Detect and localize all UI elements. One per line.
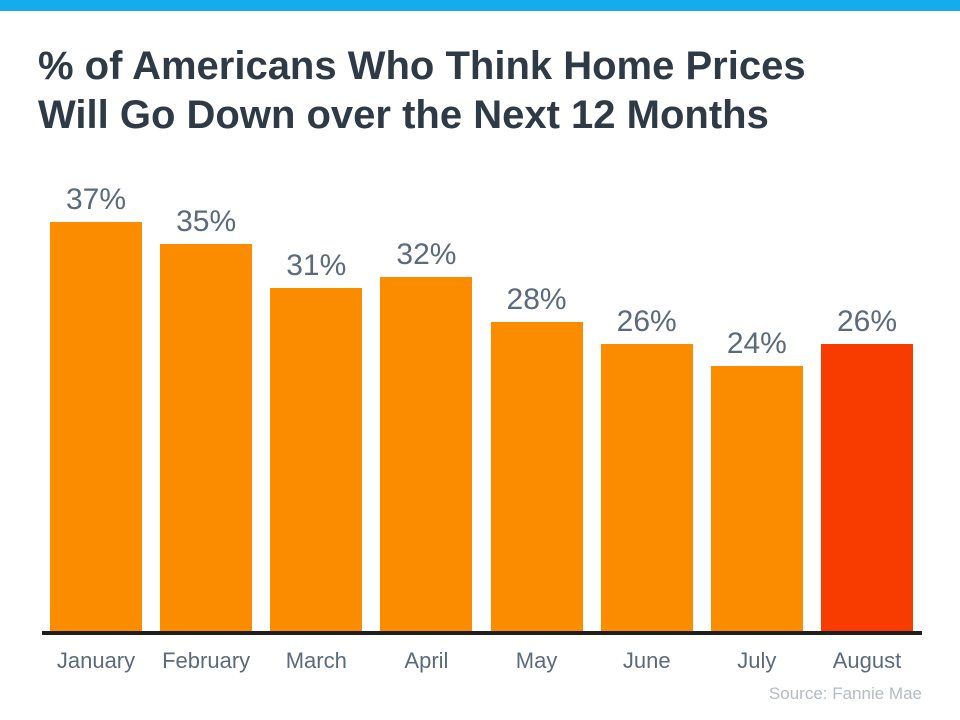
bars-row: 37% 35% 31% 32% 28% 26% 24% 26% — [50, 161, 913, 631]
bar-june — [600, 344, 693, 631]
top-accent-bar — [0, 0, 960, 11]
x-axis-label-april: April — [404, 648, 449, 673]
bar-column-february: 35% — [160, 205, 253, 631]
bar-value-label: 26% — [836, 305, 897, 338]
bar-column-august: 26% — [820, 305, 913, 631]
page-title: % of Americans Who Think Home Prices Wil… — [38, 44, 806, 137]
month-labels-row: January February March April May June July Augu… — [50, 648, 913, 674]
bar-april — [380, 277, 473, 631]
bar-column-may: 28% — [490, 283, 583, 631]
bar-july — [710, 366, 803, 631]
bar-march — [270, 288, 363, 631]
bar-value-label: 35% — [176, 205, 237, 238]
bar-column-april: 32% — [380, 238, 473, 631]
x-axis-label-march: March — [285, 648, 347, 673]
bar-column-march: 31% — [270, 249, 363, 631]
bar-value-label: 24% — [726, 327, 787, 360]
source-label: Source: Fannie Mae — [768, 684, 922, 703]
bar-august — [820, 344, 913, 631]
x-axis-line — [42, 631, 922, 635]
x-axis-label-july: July — [737, 648, 777, 673]
bar-value-label: 28% — [506, 283, 567, 316]
bar-january — [50, 222, 142, 631]
bar-column-june: 26% — [600, 305, 693, 631]
x-axis-label-february: February — [162, 648, 251, 673]
bar-value-label: 26% — [616, 305, 677, 338]
x-axis-label-june: June — [622, 648, 671, 673]
bar-february — [160, 244, 253, 631]
bar-may — [490, 322, 583, 631]
bar-value-label: 31% — [286, 249, 347, 282]
bar-column-january: 37% — [50, 183, 142, 631]
x-axis-label-january: January — [56, 648, 136, 673]
bar-value-label: 32% — [396, 238, 457, 271]
x-axis-label-may: May — [515, 648, 558, 673]
x-axis-label-august: August — [832, 648, 902, 673]
bar-value-label: 37% — [65, 183, 127, 216]
bar-column-july: 24% — [710, 327, 803, 631]
